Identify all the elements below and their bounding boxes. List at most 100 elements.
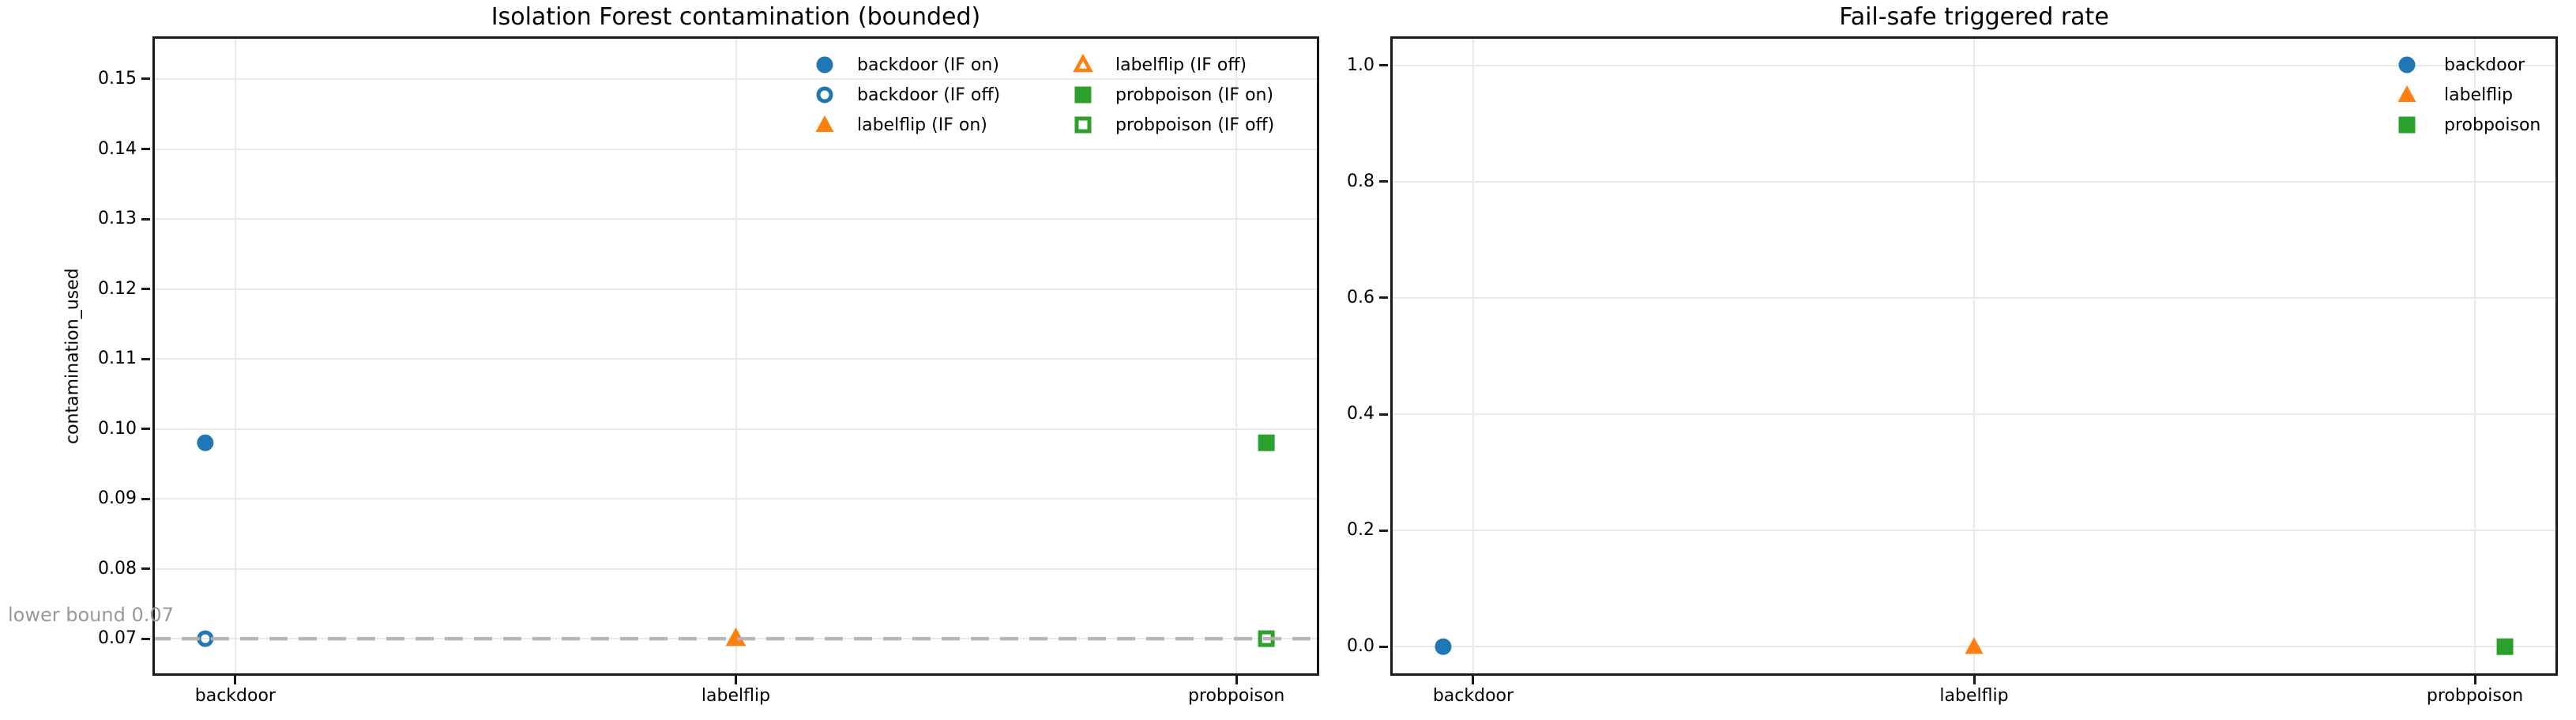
legend-item: labelflip bbox=[2397, 80, 2540, 110]
y-tick-label: 0.2 bbox=[1347, 520, 1374, 541]
x-tick-label: labelflip bbox=[701, 686, 771, 706]
x-tick-mark bbox=[234, 676, 237, 684]
y-tick-mark bbox=[1379, 645, 1388, 648]
y-tick-mark bbox=[1379, 296, 1388, 300]
gridline-horizontal bbox=[1390, 296, 2558, 299]
y-tick-label: 0.4 bbox=[1347, 404, 1374, 424]
y-tick-label: 1.0 bbox=[1347, 55, 1374, 75]
x-tick-label: probpoison bbox=[2426, 686, 2524, 706]
legend-circle-icon bbox=[816, 56, 833, 74]
gridline-vertical bbox=[1472, 36, 1474, 676]
y-tick-mark bbox=[1379, 413, 1388, 416]
y-tick-label: 0.12 bbox=[98, 278, 137, 299]
legend-triangle-icon bbox=[815, 115, 834, 132]
x-tick-mark bbox=[1472, 676, 1475, 684]
legend-square-icon bbox=[1074, 116, 1092, 134]
marker-backdoor-if-on- bbox=[197, 434, 214, 451]
gridline-vertical bbox=[1235, 36, 1238, 676]
plot-area-failsafe: 0.0 0.2 0.4 0.6 0.8 1.0 backdoor labelflip probp… bbox=[1347, 36, 2558, 706]
y-tick-label: 0.07 bbox=[98, 628, 137, 649]
gridline-vertical bbox=[735, 36, 737, 676]
legend-label: backdoor (IF off) bbox=[857, 85, 1001, 105]
gridline-horizontal bbox=[152, 358, 1319, 360]
marker-backdoor-if-off- bbox=[197, 630, 214, 647]
y-tick-label: 0.13 bbox=[98, 209, 137, 229]
legend-label: backdoor bbox=[2444, 55, 2525, 75]
gridline-vertical bbox=[2474, 36, 2476, 676]
y-tick-label: 0.09 bbox=[98, 488, 137, 509]
x-tick-label: probpoison bbox=[1187, 686, 1285, 706]
legend-square-icon bbox=[2398, 116, 2416, 134]
y-tick-mark bbox=[141, 148, 150, 150]
x-tick-mark bbox=[735, 676, 737, 684]
gridline-horizontal bbox=[1390, 180, 2558, 183]
legend-item: labelflip (IF on) bbox=[814, 110, 1000, 140]
x-tick-mark bbox=[2473, 676, 2476, 684]
x-tick-label: backdoor bbox=[1432, 686, 1514, 706]
y-tick-mark bbox=[141, 428, 150, 431]
legend-item: labelflip (IF off) bbox=[1073, 50, 1274, 80]
gridline-horizontal bbox=[152, 288, 1319, 290]
legend-column: backdoor labelflip probpoison bbox=[2397, 50, 2540, 140]
y-tick-mark bbox=[141, 567, 150, 571]
y-tick-mark bbox=[141, 497, 150, 500]
chart-title-contamination: Isolation Forest contamination (bounded) bbox=[491, 3, 981, 31]
legend-item: backdoor (IF off) bbox=[814, 80, 1000, 110]
lower-bound-annotation: lower bound 0.07 bbox=[8, 604, 174, 626]
legend-circle-icon bbox=[2398, 56, 2416, 74]
y-tick-mark bbox=[1379, 180, 1388, 183]
y-tick-label: 0.0 bbox=[1347, 636, 1374, 657]
data-markers bbox=[152, 434, 1319, 647]
legend-triangle-icon bbox=[1073, 55, 1093, 73]
gridline-vertical bbox=[234, 36, 236, 676]
legend-item: backdoor bbox=[2397, 50, 2540, 80]
legend-label: probpoison (IF off) bbox=[1115, 115, 1275, 135]
gridline-horizontal bbox=[1390, 64, 2558, 66]
gridline-horizontal bbox=[152, 218, 1319, 221]
y-tick-mark bbox=[141, 77, 150, 81]
y-tick-mark bbox=[141, 637, 150, 640]
legend-label: probpoison bbox=[2444, 115, 2541, 135]
plot-area-contamination: 0.07 0.08 0.09 0.10 0.11 0.12 0.13 0.14 0.15 back… bbox=[98, 36, 1319, 706]
legend-item: probpoison bbox=[2397, 110, 2540, 140]
y-tick-label: 0.15 bbox=[98, 68, 137, 89]
gridline-horizontal bbox=[152, 148, 1319, 150]
y-tick-mark bbox=[141, 357, 150, 360]
legend-label: labelflip bbox=[2444, 85, 2514, 105]
gridline-horizontal bbox=[152, 77, 1319, 80]
legend-column: labelflip (IF off) probpoison (IF on) prob… bbox=[1073, 50, 1274, 140]
legend-item: backdoor (IF on) bbox=[814, 50, 1000, 80]
gridline-horizontal bbox=[152, 567, 1319, 570]
legend-item: probpoison (IF off) bbox=[1073, 110, 1274, 140]
legend-label: backdoor (IF on) bbox=[857, 55, 999, 75]
marker-probpoison-if-on- bbox=[1258, 434, 1275, 451]
marker-backdoor bbox=[1435, 638, 1452, 655]
legend-label: labelflip (IF on) bbox=[857, 115, 987, 135]
marker-probpoison bbox=[2496, 638, 2514, 655]
y-tick-mark bbox=[1379, 64, 1388, 67]
legend-triangle-icon bbox=[2397, 85, 2416, 102]
gridline-vertical bbox=[1973, 36, 1975, 676]
data-markers bbox=[1435, 637, 2514, 655]
x-tick-label: backdoor bbox=[194, 686, 276, 706]
y-tick-label: 0.8 bbox=[1347, 171, 1374, 191]
legend-label: probpoison (IF on) bbox=[1115, 85, 1274, 105]
gridline-horizontal bbox=[152, 498, 1319, 500]
gridline-horizontal bbox=[152, 428, 1319, 430]
y-tick-mark bbox=[141, 217, 150, 221]
y-tick-mark bbox=[141, 288, 150, 291]
legend-item: probpoison (IF on) bbox=[1073, 80, 1274, 110]
gridline-horizontal bbox=[1390, 530, 2558, 532]
y-tick-label: 0.11 bbox=[98, 349, 137, 369]
y-tick-mark bbox=[1379, 529, 1388, 532]
x-tick-mark bbox=[1972, 676, 1976, 684]
y-tick-label: 0.14 bbox=[98, 138, 137, 159]
legend-square-icon bbox=[1074, 86, 1092, 104]
gridline-horizontal bbox=[1390, 413, 2558, 416]
legend-circle-icon bbox=[816, 86, 833, 104]
y-tick-label: 0.08 bbox=[98, 558, 137, 579]
x-tick-label: labelflip bbox=[1939, 686, 2009, 706]
marker-labelflip bbox=[1965, 637, 1984, 654]
y-tick-label: 0.10 bbox=[98, 418, 137, 439]
